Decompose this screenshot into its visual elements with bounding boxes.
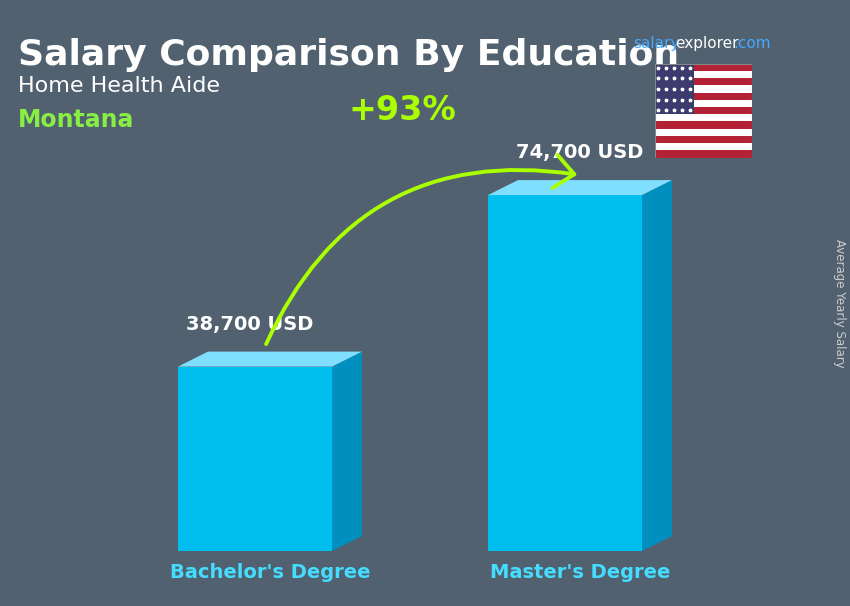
Text: .com: .com bbox=[733, 36, 771, 51]
Polygon shape bbox=[642, 180, 672, 551]
Text: Master's Degree: Master's Degree bbox=[490, 563, 670, 582]
Polygon shape bbox=[332, 351, 362, 551]
Text: salary: salary bbox=[633, 36, 679, 51]
Bar bbox=[654, 71, 752, 78]
Bar bbox=[654, 136, 752, 143]
Bar bbox=[654, 143, 752, 150]
Text: Home Health Aide: Home Health Aide bbox=[18, 76, 220, 96]
Polygon shape bbox=[488, 195, 642, 551]
Text: explorer: explorer bbox=[675, 36, 739, 51]
Bar bbox=[654, 85, 752, 93]
Polygon shape bbox=[178, 367, 332, 551]
Text: Montana: Montana bbox=[18, 108, 134, 132]
Text: Bachelor's Degree: Bachelor's Degree bbox=[170, 563, 371, 582]
Polygon shape bbox=[488, 180, 672, 195]
Bar bbox=[654, 78, 752, 85]
Bar bbox=[654, 121, 752, 128]
Bar bbox=[654, 114, 752, 121]
Bar bbox=[654, 64, 752, 71]
Bar bbox=[654, 150, 752, 158]
Bar bbox=[654, 107, 752, 114]
Bar bbox=[654, 93, 752, 100]
Text: 74,700 USD: 74,700 USD bbox=[516, 143, 643, 162]
Bar bbox=[654, 100, 752, 107]
Text: Salary Comparison By Education: Salary Comparison By Education bbox=[18, 38, 679, 72]
Text: Average Yearly Salary: Average Yearly Salary bbox=[834, 239, 847, 367]
Text: 38,700 USD: 38,700 USD bbox=[186, 315, 314, 334]
Text: +93%: +93% bbox=[348, 93, 456, 127]
Bar bbox=[654, 64, 694, 114]
Polygon shape bbox=[178, 351, 362, 367]
Bar bbox=[654, 128, 752, 136]
FancyArrowPatch shape bbox=[266, 155, 575, 344]
